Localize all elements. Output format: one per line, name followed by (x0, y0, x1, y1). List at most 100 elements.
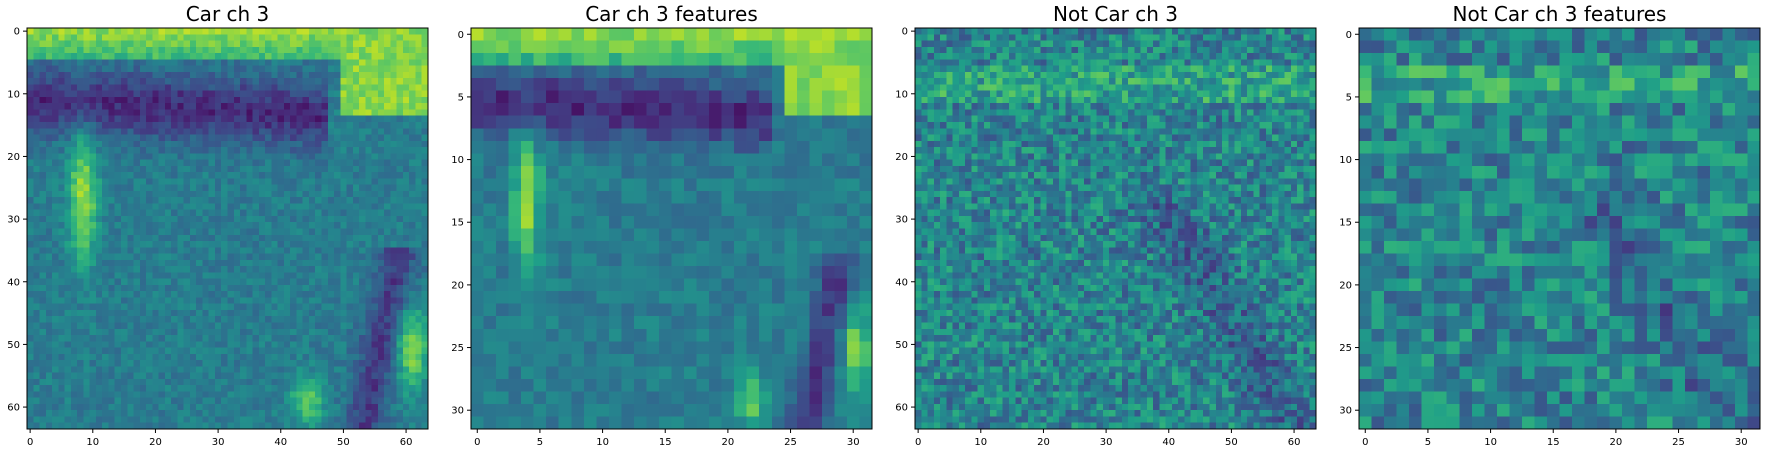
heatmap-cell (177, 341, 185, 349)
heatmap-cell (409, 203, 417, 211)
heatmap-cell (252, 416, 260, 424)
heatmap-cell (821, 228, 836, 242)
heatmap-cell (27, 234, 34, 242)
heatmap-cell (196, 297, 204, 305)
heatmap-cell (127, 247, 135, 255)
heatmap-cell (208, 178, 216, 186)
heatmap-cell (583, 228, 597, 242)
heatmap-cell (133, 410, 141, 418)
heatmap-cell (340, 278, 348, 286)
heatmap-cell (321, 222, 329, 230)
heatmap-cell (158, 303, 166, 311)
heatmap-cell (533, 140, 547, 154)
heatmap-cell (521, 291, 535, 305)
heatmap-cell (214, 416, 222, 424)
heatmap-cell (139, 209, 147, 217)
heatmap-cell (177, 303, 185, 311)
heatmap-cell (27, 184, 34, 192)
heatmap-cell (721, 53, 735, 67)
heatmap-cell (77, 53, 84, 60)
heatmap-cell (127, 416, 135, 424)
heatmap-cell (409, 134, 417, 142)
heatmap-cell (334, 65, 341, 73)
heatmap-cell (508, 253, 522, 267)
heatmap-cell (202, 184, 210, 192)
heatmap-cell (171, 34, 178, 42)
heatmap-cell (152, 347, 160, 355)
heatmap-cell (221, 266, 229, 273)
heatmap-cell (252, 128, 260, 136)
heatmap-cell (158, 291, 166, 299)
heatmap-cell (409, 297, 417, 305)
heatmap-cell (227, 172, 235, 179)
heatmap-cell (709, 278, 723, 292)
heatmap-cell (621, 316, 635, 330)
heatmap-cell (196, 353, 204, 361)
heatmap-cell (759, 341, 773, 355)
heatmap-cell (646, 153, 660, 167)
heatmap-cell (346, 366, 354, 374)
heatmap-cell (89, 172, 97, 179)
heatmap-cell (52, 297, 59, 305)
heatmap-cell (596, 65, 610, 79)
heatmap-cell (139, 121, 147, 129)
heatmap-cell (233, 353, 241, 361)
heatmap-cell (70, 147, 78, 154)
heatmap-cell (189, 316, 197, 324)
heatmap-cell (146, 316, 153, 324)
heatmap-cell (164, 178, 172, 186)
heatmap-cell (471, 78, 485, 92)
heatmap-cell (214, 309, 222, 317)
heatmap-cell (120, 203, 128, 211)
heatmap-cell (302, 297, 310, 305)
heatmap-cell (365, 241, 373, 248)
heatmap-cell (633, 153, 648, 167)
heatmap-cell (64, 28, 72, 35)
heatmap-cell (734, 241, 748, 255)
heatmap-cell (33, 46, 41, 54)
heatmap-cell (221, 159, 229, 167)
heatmap-cell (45, 397, 53, 405)
heatmap-cell (58, 153, 66, 161)
heatmap-cell (77, 403, 84, 411)
heatmap-cell (334, 378, 341, 386)
heatmap-cell (45, 322, 53, 330)
heatmap-cell (346, 215, 354, 223)
heatmap-cell (233, 190, 241, 198)
heatmap-cell (709, 53, 723, 67)
heatmap-cell (402, 272, 410, 280)
heatmap-cell (834, 115, 848, 129)
heatmap-cell (27, 247, 34, 255)
heatmap-cell (152, 128, 160, 136)
heatmap-cell (390, 90, 398, 98)
heatmap-cell (796, 140, 810, 154)
heatmap-cell (64, 134, 72, 142)
heatmap-cell (183, 309, 191, 317)
heatmap-cell (415, 115, 423, 123)
heatmap-cell (558, 53, 572, 67)
heatmap-cell (139, 353, 147, 361)
heatmap-cell (246, 197, 254, 205)
heatmap-cell (846, 291, 861, 305)
heatmap-cell (227, 347, 235, 355)
heatmap-cell (27, 366, 34, 374)
heatmap-cell (784, 203, 798, 217)
heatmap-cell (95, 410, 103, 418)
heatmap-cell (39, 366, 47, 374)
heatmap-cell (308, 385, 316, 393)
heatmap-cell (139, 309, 147, 317)
heatmap-cell (277, 140, 285, 148)
heatmap-cell (108, 266, 116, 273)
heatmap-cell (596, 115, 610, 129)
heatmap-cell (371, 297, 379, 305)
heatmap-cell (409, 291, 417, 299)
heatmap-cell (95, 272, 103, 280)
heatmap-cell (377, 140, 385, 148)
heatmap-cell (214, 316, 222, 324)
heatmap-cell (371, 96, 379, 104)
heatmap-cell (95, 259, 103, 267)
heatmap-cell (240, 134, 247, 142)
heatmap-cell (64, 272, 72, 280)
heatmap-cell (396, 253, 404, 261)
heatmap-cell (58, 341, 66, 349)
